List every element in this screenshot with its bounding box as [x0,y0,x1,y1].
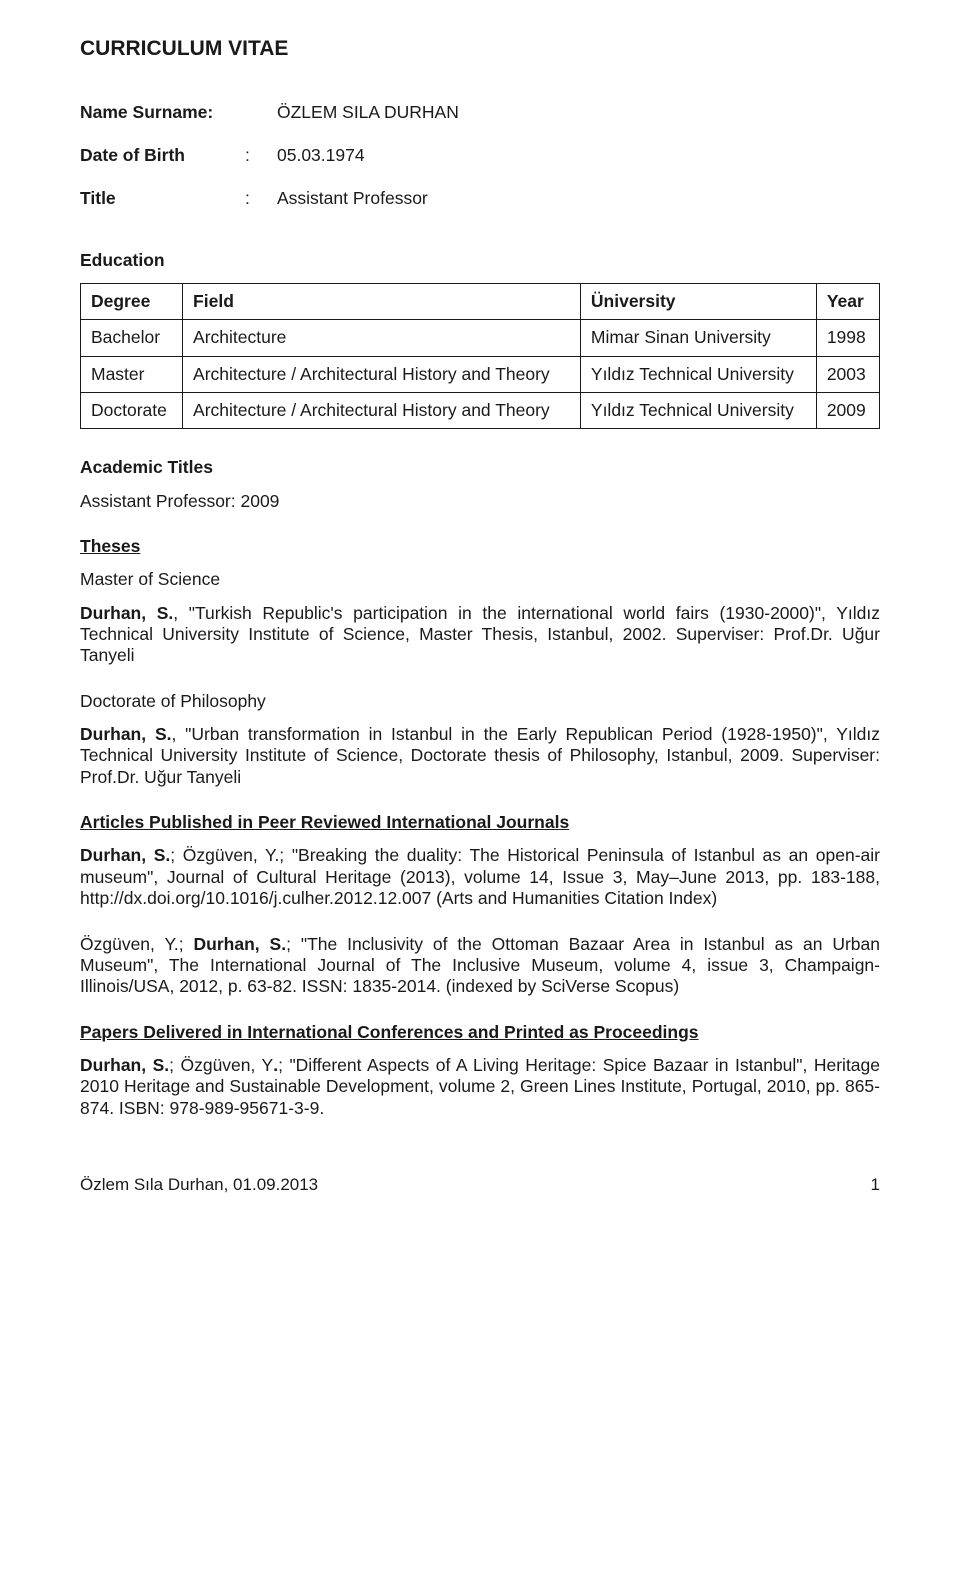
footer-left: Özlem Sıla Durhan, 01.09.2013 [80,1175,318,1196]
row-title: Title : Assistant Professor [80,188,880,209]
label-dob: Date of Birth [80,145,245,166]
th-university: Üniversity [580,283,816,319]
education-heading: Education [80,250,880,271]
colon: : [245,145,277,166]
cell-university: Yıldız Technical University [580,356,816,392]
articles-heading: Articles Published in Peer Reviewed Inte… [80,812,880,833]
table-row: Bachelor Architecture Mimar Sinan Univer… [81,320,880,356]
row-dob: Date of Birth : 05.03.1974 [80,145,880,166]
article-2: Özgüven, Y.; Durhan, S.; "The Inclusivit… [80,934,880,998]
phd-rest: , "Urban transformation in Istanbul in t… [80,724,880,787]
cell-field: Architecture / Architectural History and… [183,356,581,392]
cell-year: 1998 [816,320,879,356]
cell-degree: Bachelor [81,320,183,356]
cell-degree: Master [81,356,183,392]
cell-year: 2009 [816,393,879,429]
cell-university: Yıldız Technical University [580,393,816,429]
article-1: Durhan, S.; Özgüven, Y.; "Breaking the d… [80,845,880,909]
cell-university: Mimar Sinan University [580,320,816,356]
footer-page-number: 1 [871,1175,880,1196]
article-1-rest: ; Özgüven, Y.; "Breaking the duality: Th… [80,845,880,908]
colon [245,102,277,123]
article-1-author: Durhan, S. [80,845,170,865]
value-dob: 05.03.1974 [277,145,880,166]
value-name: ÖZLEM SILA DURHAN [277,102,880,123]
table-row: Master Architecture / Architectural Hist… [81,356,880,392]
cell-field: Architecture / Architectural History and… [183,393,581,429]
article-2-pre: Özgüven, Y.; [80,934,194,954]
paper-1: Durhan, S.; Özgüven, Y.; "Different Aspe… [80,1055,880,1119]
doc-title: CURRICULUM VITAE [80,36,880,62]
table-row: Doctorate Architecture / Architectural H… [81,393,880,429]
article-2-author: Durhan, S. [194,934,287,954]
theses-heading: Theses [80,536,880,557]
th-field: Field [183,283,581,319]
academic-titles-line: Assistant Professor: 2009 [80,491,880,512]
paper-1-author1: Durhan, S. [80,1055,169,1075]
msc-entry: Durhan, S., "Turkish Republic's particip… [80,603,880,667]
msc-author: Durhan, S. [80,603,173,623]
education-table: Degree Field Üniversity Year Bachelor Ar… [80,283,880,429]
phd-label: Doctorate of Philosophy [80,691,880,712]
phd-author: Durhan, S. [80,724,171,744]
page-footer: Özlem Sıla Durhan, 01.09.2013 1 [80,1175,880,1196]
label-name: Name Surname: [80,102,245,123]
th-year: Year [816,283,879,319]
row-name: Name Surname: ÖZLEM SILA DURHAN [80,102,880,123]
academic-titles-heading: Academic Titles [80,457,880,478]
papers-heading: Papers Delivered in International Confer… [80,1022,880,1043]
msc-rest: , "Turkish Republic's participation in t… [80,603,880,666]
cell-field: Architecture [183,320,581,356]
value-title: Assistant Professor [277,188,880,209]
table-header-row: Degree Field Üniversity Year [81,283,880,319]
personal-info-block: Name Surname: ÖZLEM SILA DURHAN Date of … [80,102,880,210]
phd-entry: Durhan, S., "Urban transformation in Ist… [80,724,880,788]
msc-label: Master of Science [80,569,880,590]
colon: : [245,188,277,209]
cell-year: 2003 [816,356,879,392]
label-title: Title [80,188,245,209]
cell-degree: Doctorate [81,393,183,429]
paper-1-mid: ; Özgüven, Y [169,1055,273,1075]
th-degree: Degree [81,283,183,319]
